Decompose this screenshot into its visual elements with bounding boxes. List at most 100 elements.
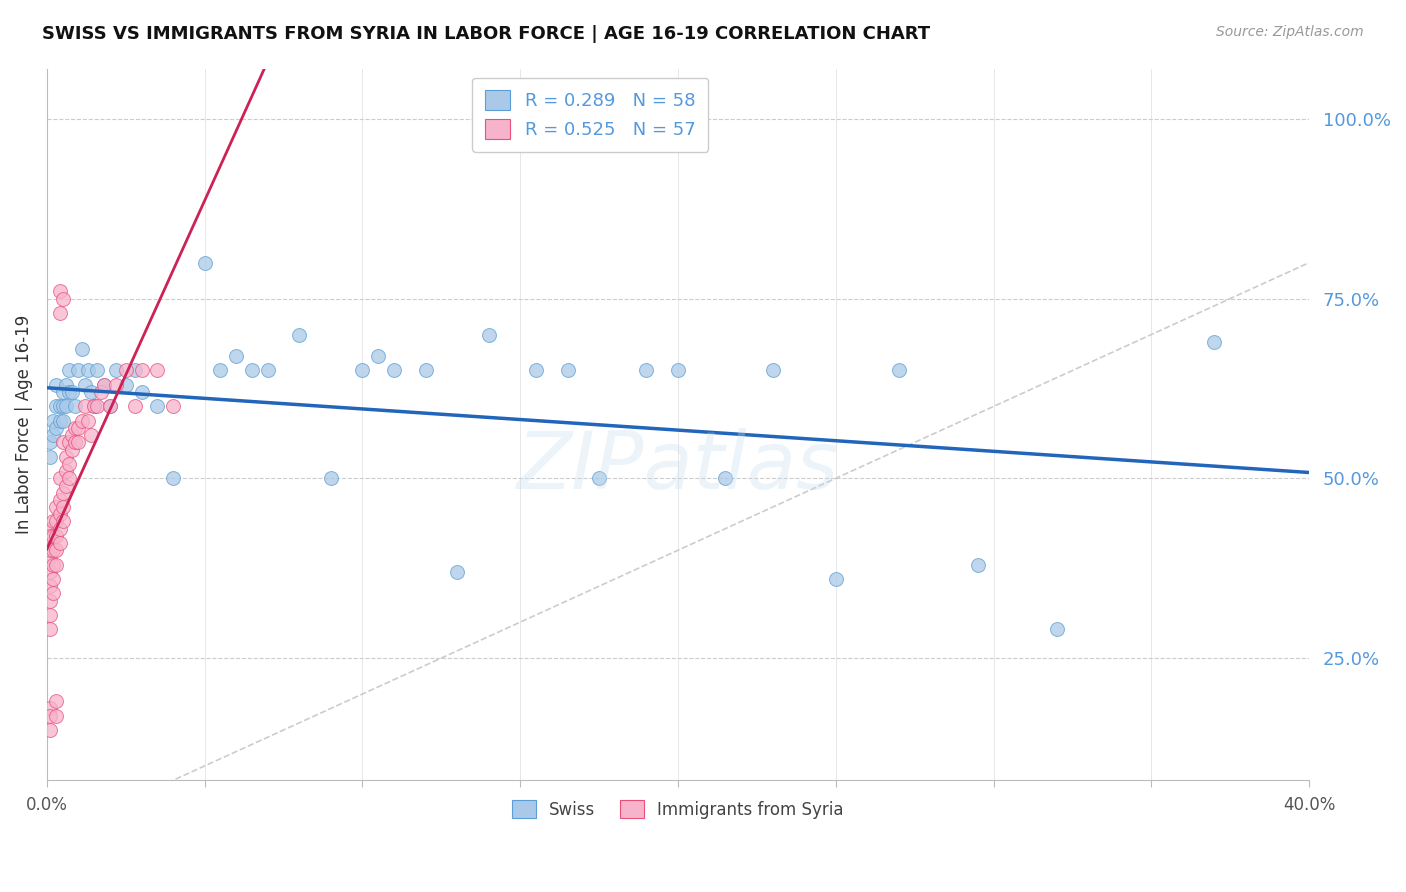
Point: [52, 515, 75, 529]
Point: [478, 327, 501, 342]
Point: [124, 400, 146, 414]
Point: [887, 363, 910, 377]
Point: [52, 414, 75, 428]
Point: [45, 694, 67, 708]
Point: [45, 500, 67, 514]
Point: [52, 485, 75, 500]
Point: [52, 435, 75, 450]
Point: [39, 450, 62, 464]
Point: [42, 529, 65, 543]
Point: [73, 377, 96, 392]
Point: [557, 363, 579, 377]
Point: [55, 464, 77, 478]
Point: [146, 400, 169, 414]
Point: [39, 543, 62, 558]
Y-axis label: In Labor Force | Age 16-19: In Labor Force | Age 16-19: [15, 315, 32, 534]
Point: [55, 400, 77, 414]
Point: [58, 435, 80, 450]
Point: [48, 306, 70, 320]
Point: [42, 572, 65, 586]
Point: [524, 363, 547, 377]
Point: [105, 377, 128, 392]
Point: [39, 536, 62, 550]
Point: [45, 558, 67, 572]
Point: [39, 607, 62, 622]
Point: [48, 536, 70, 550]
Point: [162, 471, 184, 485]
Point: [58, 385, 80, 400]
Point: [45, 529, 67, 543]
Point: [52, 292, 75, 306]
Point: [45, 708, 67, 723]
Point: [52, 500, 75, 514]
Point: [105, 363, 128, 377]
Point: [636, 363, 658, 377]
Point: [39, 522, 62, 536]
Point: [966, 558, 988, 572]
Point: [45, 543, 67, 558]
Point: [114, 363, 136, 377]
Point: [39, 708, 62, 723]
Point: [98, 400, 121, 414]
Point: [80, 385, 103, 400]
Point: [42, 586, 65, 600]
Point: [824, 572, 846, 586]
Point: [48, 522, 70, 536]
Point: [209, 363, 232, 377]
Point: [80, 428, 103, 442]
Point: [42, 558, 65, 572]
Point: [93, 377, 115, 392]
Point: [83, 400, 105, 414]
Point: [60, 385, 83, 400]
Point: [67, 435, 90, 450]
Point: [288, 327, 311, 342]
Point: [162, 400, 184, 414]
Point: [45, 400, 67, 414]
Point: [52, 400, 75, 414]
Point: [762, 363, 785, 377]
Point: [714, 471, 737, 485]
Point: [58, 471, 80, 485]
Point: [55, 450, 77, 464]
Point: [39, 550, 62, 565]
Point: [58, 363, 80, 377]
Point: [131, 385, 153, 400]
Text: SWISS VS IMMIGRANTS FROM SYRIA IN LABOR FORCE | AGE 16-19 CORRELATION CHART: SWISS VS IMMIGRANTS FROM SYRIA IN LABOR …: [42, 25, 931, 43]
Point: [55, 377, 77, 392]
Point: [77, 414, 100, 428]
Point: [45, 377, 67, 392]
Point: [48, 400, 70, 414]
Point: [45, 421, 67, 435]
Point: [382, 363, 405, 377]
Point: [446, 565, 468, 579]
Point: [1046, 623, 1069, 637]
Point: [65, 435, 87, 450]
Point: [39, 565, 62, 579]
Point: [124, 363, 146, 377]
Point: [48, 492, 70, 507]
Point: [67, 363, 90, 377]
Legend: Swiss, Immigrants from Syria: Swiss, Immigrants from Syria: [506, 793, 851, 825]
Point: [256, 363, 278, 377]
Point: [65, 421, 87, 435]
Point: [39, 723, 62, 737]
Point: [39, 529, 62, 543]
Point: [39, 579, 62, 593]
Point: [42, 515, 65, 529]
Point: [86, 400, 108, 414]
Point: [98, 400, 121, 414]
Point: [240, 363, 263, 377]
Point: [666, 363, 689, 377]
Point: [39, 701, 62, 715]
Point: [48, 508, 70, 522]
Point: [131, 363, 153, 377]
Point: [90, 385, 112, 400]
Point: [415, 363, 437, 377]
Point: [1204, 334, 1226, 349]
Point: [367, 349, 389, 363]
Point: [45, 515, 67, 529]
Point: [52, 385, 75, 400]
Text: Source: ZipAtlas.com: Source: ZipAtlas.com: [1216, 25, 1364, 39]
Point: [588, 471, 610, 485]
Point: [73, 400, 96, 414]
